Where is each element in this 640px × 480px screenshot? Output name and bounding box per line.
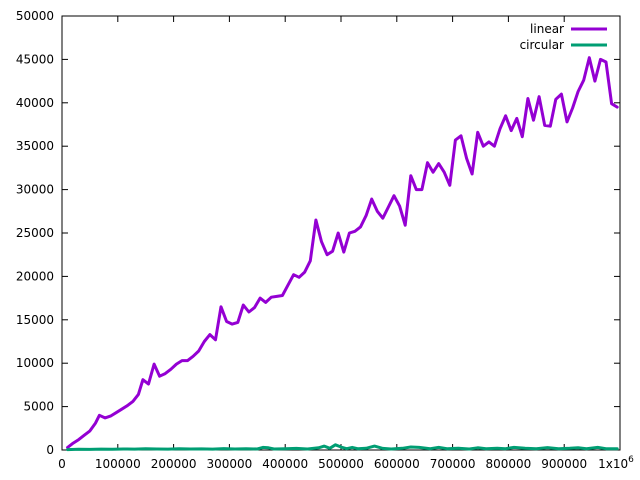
x-tick-label-text: 600000 <box>374 457 420 471</box>
x-tick-label-text: 300000 <box>206 457 252 471</box>
y-tick-label: 10000 <box>16 356 54 370</box>
y-tick-label: 25000 <box>16 226 54 240</box>
x-tick-label: 100000 <box>95 457 141 471</box>
x-tick-label-text: 100000 <box>95 457 141 471</box>
x-tick-label-text: 900000 <box>541 457 587 471</box>
x-tick-label: 500000 <box>318 457 364 471</box>
x-tick-label: 700000 <box>430 457 476 471</box>
x-tick-label: 900000 <box>541 457 587 471</box>
x-tick-label-text: 1x10 <box>598 457 628 471</box>
plot-frame <box>61 15 621 451</box>
legend: linear circular <box>520 22 607 52</box>
axis-ticks: 0 5000 10000 15000 20000 25000 30000 35000 40000… <box>16 9 634 471</box>
x-tick-label-text: 500000 <box>318 457 364 471</box>
x-tick-label-text: 800000 <box>485 457 531 471</box>
y-tick-label: 20000 <box>16 269 54 283</box>
x-tick-label: 200000 <box>151 457 197 471</box>
y-tick-label: 15000 <box>16 313 54 327</box>
x-tick-label-text: 700000 <box>430 457 476 471</box>
x-tick-label: 0 <box>58 457 66 471</box>
y-tick-label: 40000 <box>16 96 54 110</box>
y-tick-label: 30000 <box>16 183 54 197</box>
x-tick-label-text: 0 <box>58 457 66 471</box>
legend-label-linear: linear <box>530 22 564 36</box>
series-lines <box>66 56 619 452</box>
x-tick-label: 1x106 <box>598 455 634 471</box>
x-tick-label-text: 400000 <box>262 457 308 471</box>
y-tick-label: 35000 <box>16 139 54 153</box>
x-tick-label: 800000 <box>485 457 531 471</box>
y-tick-label: 45000 <box>16 52 54 66</box>
series-line-linear <box>66 56 619 449</box>
legend-label-circular: circular <box>520 38 564 52</box>
series-line-circular <box>66 443 619 452</box>
y-tick-label: 5000 <box>23 400 54 414</box>
x-tick-label: 300000 <box>206 457 252 471</box>
x-tick-label: 400000 <box>262 457 308 471</box>
y-tick-label: 0 <box>46 443 54 457</box>
y-tick-label: 50000 <box>16 9 54 23</box>
x-tick-label: 600000 <box>374 457 420 471</box>
x-tick-label-exponent: 6 <box>628 455 634 465</box>
x-tick-label-text: 200000 <box>151 457 197 471</box>
